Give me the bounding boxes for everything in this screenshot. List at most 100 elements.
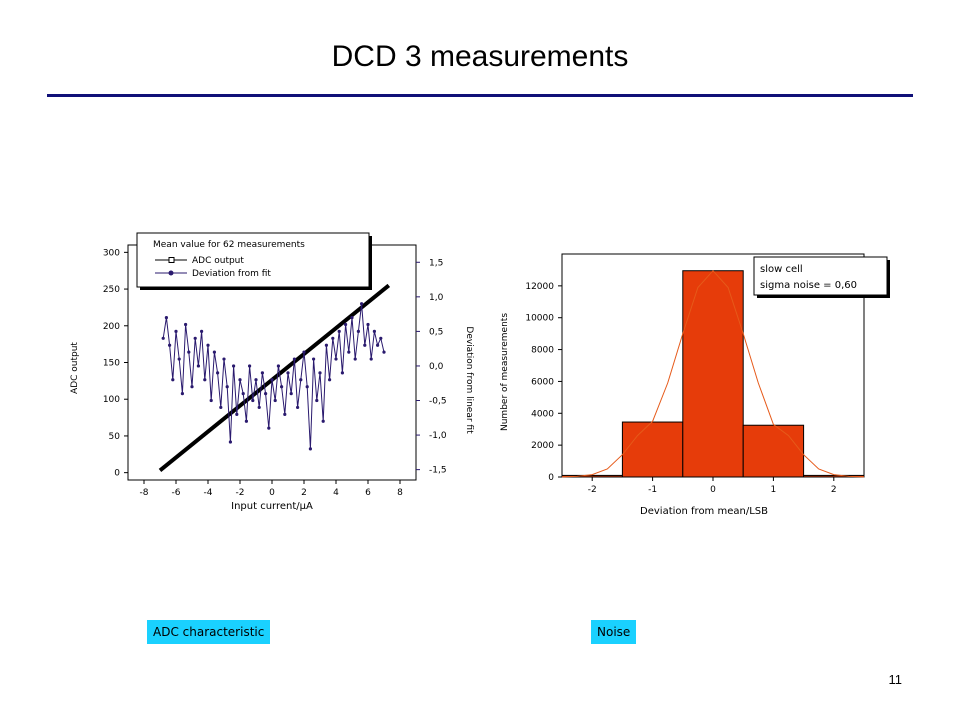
noise-x-tick-label: -1 xyxy=(648,485,657,495)
deviation-point xyxy=(209,398,213,403)
noise-histogram-chart: -2 -1 0 1 2 0 2000 4000 6000 8000 10000 12000 Devi… xyxy=(500,253,890,517)
adc-x-axis-label: Input current/µA xyxy=(231,501,313,512)
deviation-point xyxy=(312,357,316,361)
deviation-point xyxy=(347,350,351,354)
adc-series-group xyxy=(158,283,391,473)
adc-y-tick-label: 100 xyxy=(103,395,120,405)
deviation-point xyxy=(200,329,204,333)
adc-x-tick-label: -6 xyxy=(172,488,181,498)
deviation-point xyxy=(344,322,348,327)
deviation-point xyxy=(225,385,229,389)
deviation-point xyxy=(331,336,335,340)
noise-x-axis-label: Deviation from mean/LSB xyxy=(640,506,768,517)
deviation-point xyxy=(235,412,239,416)
noise-x-tick-label: 1 xyxy=(771,485,777,495)
noise-x-tick-label: -2 xyxy=(588,485,597,495)
adc-y2-tick-label: 1,5 xyxy=(429,258,443,268)
adc-y2-tick-label: -1,5 xyxy=(429,466,447,476)
adc-y2-ticks: -1,5 -1,0 -0,5 0,0 0,5 1,0 1,5 xyxy=(416,258,447,476)
noise-legend: slow cell sigma noise = 0,60 xyxy=(753,256,890,298)
noise-legend-line-2: sigma noise = 0,60 xyxy=(760,280,857,291)
deviation-point xyxy=(350,315,354,320)
adc-y2-tick-label: 0,0 xyxy=(429,362,444,372)
deviation-point xyxy=(353,357,357,361)
deviation-point xyxy=(369,357,373,361)
deviation-point xyxy=(334,357,338,361)
noise-y-tick-label: 12000 xyxy=(525,282,554,292)
title-rule xyxy=(47,94,913,97)
adc-x-tick-label: 8 xyxy=(397,488,403,498)
deviation-point xyxy=(379,336,383,340)
noise-y-tick-label: 10000 xyxy=(525,314,554,324)
deviation-point xyxy=(270,378,274,382)
deviation-point xyxy=(267,426,271,430)
noise-x-tick-label: 2 xyxy=(831,485,837,495)
noise-x-tick-label: 0 xyxy=(710,485,716,495)
noise-y-tick-label: 2000 xyxy=(531,441,554,451)
deviation-point xyxy=(193,336,197,340)
deviation-line xyxy=(162,303,385,449)
deviation-point xyxy=(254,378,258,382)
deviation-point xyxy=(161,336,165,340)
deviation-point xyxy=(228,440,232,444)
deviation-point xyxy=(280,385,284,389)
adc-y-tick-label: 300 xyxy=(103,248,120,258)
deviation-point xyxy=(241,392,245,396)
deviation-point xyxy=(305,385,309,389)
deviation-point xyxy=(356,329,360,333)
deviation-point xyxy=(286,371,290,375)
noise-x-ticks: -2 -1 0 1 2 xyxy=(588,477,837,495)
deviation-point xyxy=(366,322,370,327)
deviation-point xyxy=(337,329,341,333)
histogram-bar xyxy=(621,421,684,478)
deviation-point xyxy=(187,350,191,354)
deviation-point xyxy=(273,398,277,403)
adc-x-ticks: -8 -6 -4 -2 0 2 4 6 8 xyxy=(140,480,403,498)
noise-legend-box xyxy=(753,256,888,296)
adc-x-tick-label: 4 xyxy=(333,488,339,498)
deviation-point xyxy=(276,364,280,368)
gaussian-fit-curve xyxy=(561,269,865,478)
noise-fit-group xyxy=(561,269,865,478)
adc-legend-entry-adc: ADC output xyxy=(192,256,244,266)
noise-y-tick-label: 8000 xyxy=(531,346,554,356)
deviation-point xyxy=(283,412,287,416)
deviation-point xyxy=(360,302,364,306)
deviation-point xyxy=(174,329,178,333)
adc-x-tick-label: 0 xyxy=(269,488,275,498)
adc-y-tick-label: 0 xyxy=(114,469,120,479)
deviation-point xyxy=(328,378,332,382)
adc-legend-marker-adc xyxy=(168,257,175,263)
deviation-point xyxy=(203,378,207,382)
deviation-point xyxy=(264,392,268,396)
deviation-point xyxy=(372,329,376,333)
deviation-point xyxy=(184,322,188,327)
deviation-point xyxy=(171,378,175,382)
noise-y-tick-label: 6000 xyxy=(531,377,554,387)
deviation-point xyxy=(196,364,200,368)
adc-y-tick-label: 200 xyxy=(103,322,120,332)
adc-y2-tick-label: -0,5 xyxy=(429,397,447,407)
deviation-point xyxy=(321,419,325,423)
adc-legend-marker-deviation xyxy=(168,270,174,276)
adc-y2-axis-label: Deviation from linear fit xyxy=(464,326,474,434)
deviation-point xyxy=(382,350,386,354)
deviation-point xyxy=(190,385,194,389)
adc-y2-tick-label: 0,5 xyxy=(429,327,443,337)
adc-y-tick-label: 150 xyxy=(103,359,120,369)
noise-y-tick-label: 4000 xyxy=(531,409,554,419)
adc-x-tick-label: -4 xyxy=(204,488,213,498)
deviation-point xyxy=(248,364,252,368)
adc-x-tick-label: 6 xyxy=(365,488,371,498)
noise-legend-line-1: slow cell xyxy=(760,264,803,275)
adc-y-tick-label: 250 xyxy=(103,285,120,295)
adc-legend: Mean value for 62 measurements ADC outpu… xyxy=(136,232,372,290)
slide-title: DCD 3 measurements xyxy=(331,40,629,73)
deviation-point xyxy=(324,343,328,347)
deviation-point xyxy=(177,357,181,361)
caption-noise: Noise xyxy=(591,620,637,644)
adc-y2-tick-label: 1,0 xyxy=(429,293,444,303)
adc-y-tick-label: 50 xyxy=(109,432,121,442)
noise-y-axis-label: Number of measurements xyxy=(500,313,510,431)
